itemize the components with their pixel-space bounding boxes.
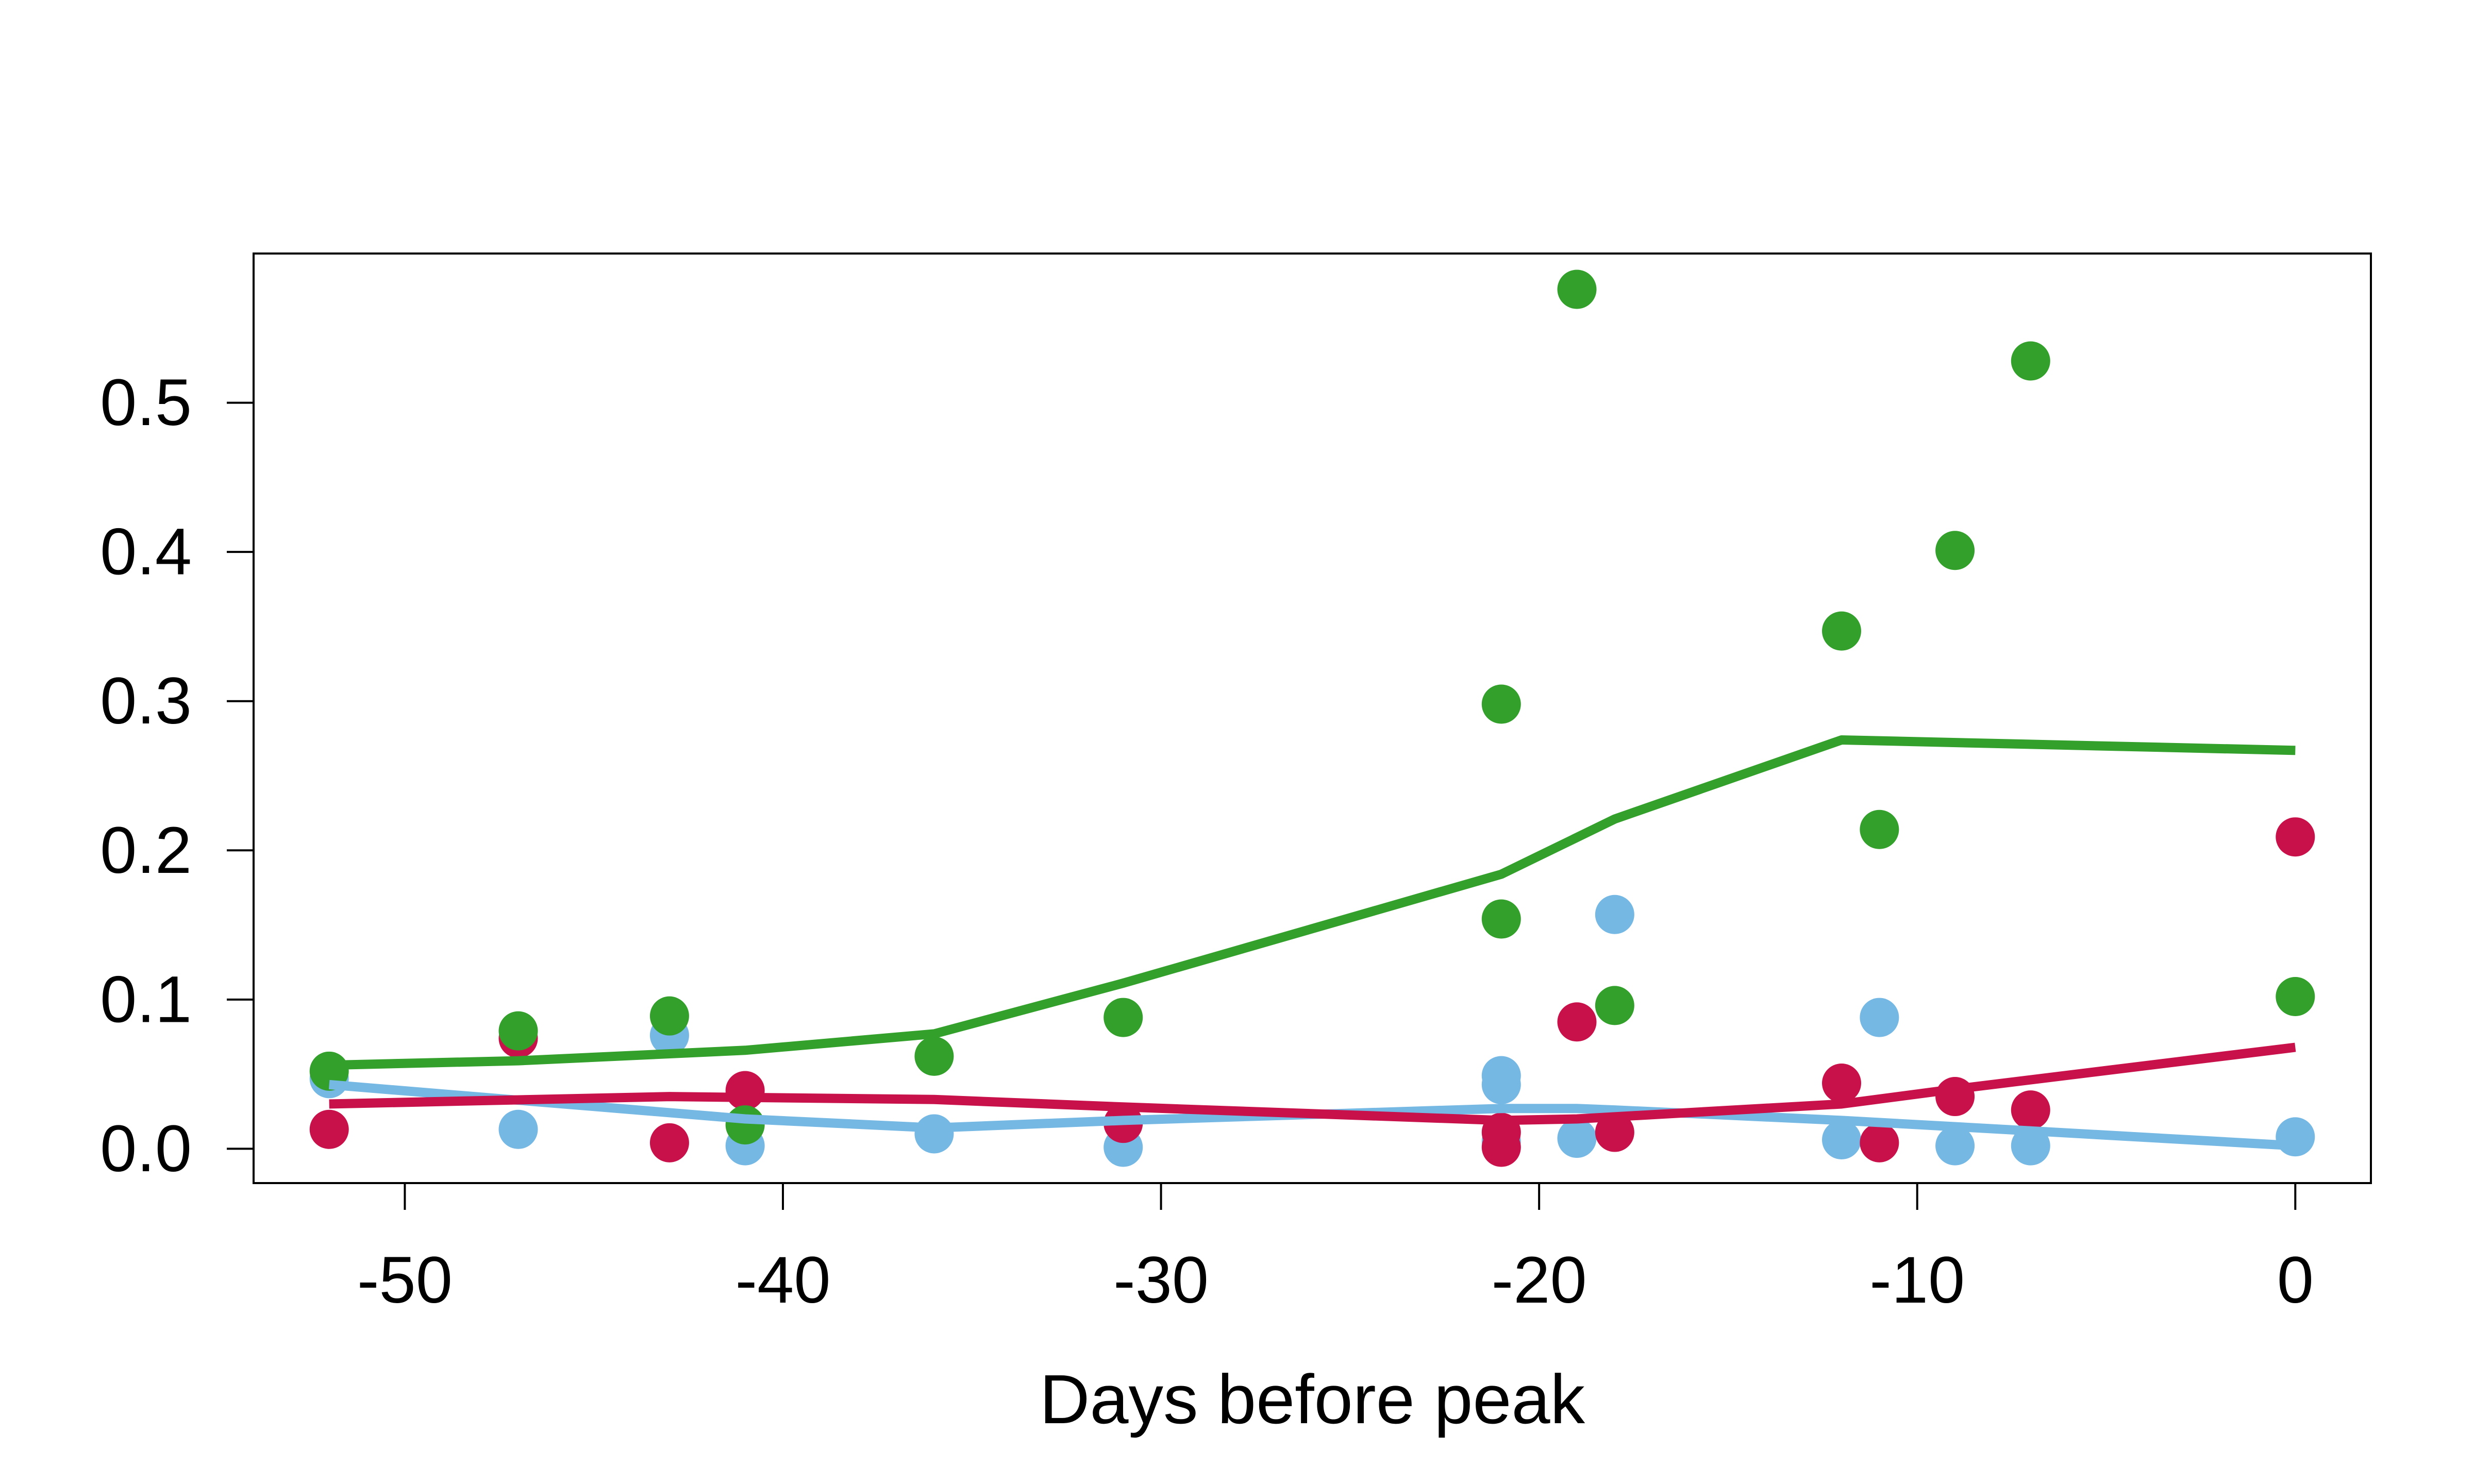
data-point [1860, 998, 1899, 1037]
x-tick-label: 0 [2277, 1243, 2314, 1317]
data-point [725, 1105, 765, 1145]
data-point [498, 1011, 538, 1051]
x-tick-label: -30 [1113, 1243, 1209, 1317]
series-0-trend-line [328, 1080, 2296, 1151]
x-axis-title: Days before peak [1040, 1360, 1585, 1438]
data-point [1557, 269, 1597, 309]
data-point [649, 1123, 689, 1162]
data-point [1860, 1123, 1899, 1162]
data-point [1595, 986, 1634, 1025]
data-point [914, 1036, 954, 1076]
y-tick-label: 0.1 [100, 963, 192, 1036]
plot-frame [253, 252, 2372, 1184]
data-point [1481, 1065, 1521, 1104]
series-2-trend-line [329, 735, 2296, 1070]
data-point [2276, 817, 2315, 857]
y-tick-label: 0.2 [100, 814, 192, 887]
y-tick-label: 0.0 [100, 1112, 192, 1186]
x-tick-label: -20 [1492, 1243, 1587, 1317]
data-point [1557, 1119, 1597, 1158]
data-point [1935, 531, 1975, 570]
series-2-points [309, 269, 2315, 1145]
x-tick-label: -40 [735, 1243, 831, 1317]
data-point [1860, 810, 1899, 849]
y-axis: 0.0 0.1 0.2 0.3 0.4 0.5 [100, 366, 255, 1186]
y-tick-label: 0.5 [100, 366, 192, 440]
x-axis: -50 -40 -30 -20 -10 0 [357, 1182, 2314, 1317]
data-point [725, 1071, 765, 1110]
data-point [1481, 1127, 1521, 1167]
data-point [498, 1109, 538, 1149]
y-tick-label: 0.3 [100, 664, 192, 738]
data-point [1481, 684, 1521, 724]
data-point [1557, 1002, 1597, 1042]
data-point [1822, 1120, 1861, 1160]
data-point [1822, 1063, 1861, 1103]
series-layer [309, 269, 2315, 1167]
x-tick-label: -10 [1869, 1243, 1965, 1317]
x-tick-label: -50 [357, 1243, 453, 1317]
data-point [1595, 895, 1634, 934]
data-point [2011, 1090, 2050, 1130]
y-tick-label: 0.4 [100, 515, 192, 589]
data-point [1104, 998, 1143, 1037]
data-point [914, 1114, 954, 1154]
data-point [1595, 1112, 1634, 1152]
data-point [2011, 341, 2050, 381]
series-1-trend-line [329, 1042, 2296, 1125]
data-point [1822, 611, 1861, 651]
data-point [1481, 899, 1521, 939]
data-point [649, 996, 689, 1036]
data-point [2276, 1117, 2315, 1157]
data-point [1935, 1126, 1975, 1166]
data-point [2276, 977, 2315, 1017]
data-point [309, 1109, 349, 1149]
